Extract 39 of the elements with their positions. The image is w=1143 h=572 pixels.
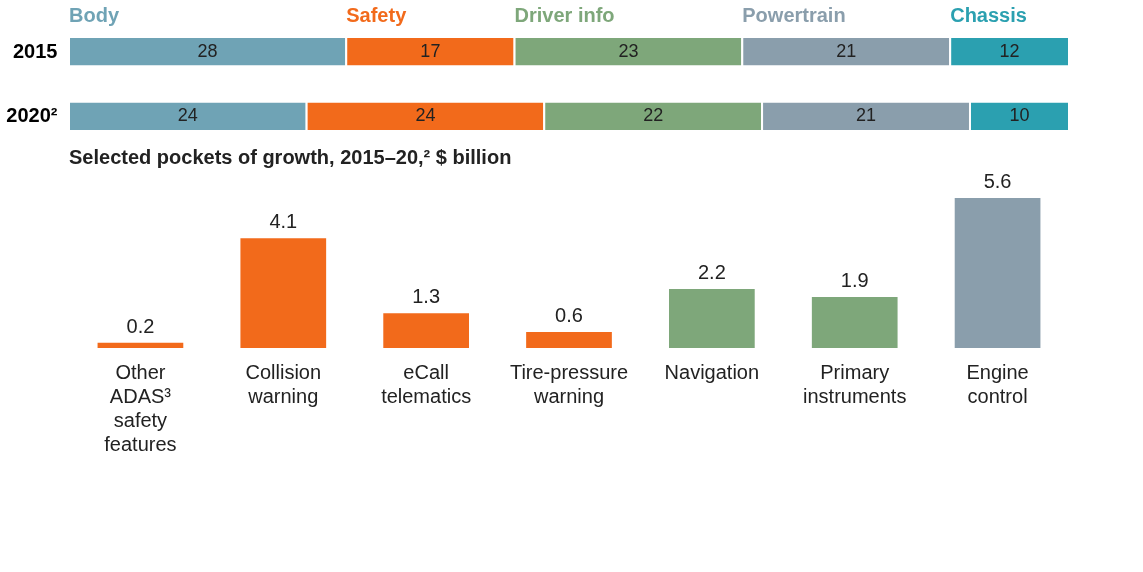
x-tick-label: Tire-pressure warning — [509, 360, 629, 407]
data-label: 0.2 — [126, 314, 155, 337]
data-label: 2.2 — [697, 261, 726, 284]
data-label: 12 — [999, 40, 1020, 61]
bar — [954, 198, 1041, 348]
data-label: 21 — [836, 40, 857, 61]
x-tick-label: Other ADAS³ safety features — [104, 360, 177, 455]
bar — [240, 238, 327, 348]
data-label: 17 — [420, 40, 441, 61]
x-tick-label: Collision warning — [245, 360, 322, 407]
x-tick-label: Navigation — [664, 360, 760, 383]
data-label: 24 — [177, 105, 198, 126]
data-label: 4.1 — [269, 210, 298, 233]
y-tick-label: 2015 — [13, 39, 58, 62]
data-label: 0.6 — [555, 303, 583, 326]
data-label: 1.3 — [412, 285, 441, 308]
x-tick-label: Primary instruments — [803, 360, 907, 407]
series-label: Body — [69, 3, 120, 26]
bar — [669, 289, 755, 348]
chart-title: Selected pockets of growth, 2015–20,² $ billion — [69, 146, 512, 168]
x-tick-label: eCall telematics — [381, 360, 472, 407]
bar — [811, 297, 898, 348]
series-label: Driver info — [514, 3, 615, 26]
data-label: 5.6 — [983, 170, 1012, 192]
data-label: 10 — [1009, 105, 1030, 126]
series-label: Chassis — [950, 3, 1027, 26]
series-label: Powertrain — [742, 3, 846, 26]
x-tick-label: Engine control — [966, 360, 1029, 407]
data-label: 21 — [856, 105, 877, 126]
bar — [97, 342, 184, 348]
series-label: Safety — [346, 3, 408, 26]
data-label: 1.9 — [840, 269, 869, 292]
data-label: 24 — [415, 105, 436, 126]
data-label: 28 — [197, 40, 218, 61]
y-tick-label: 2020² — [6, 104, 58, 127]
data-label: 23 — [618, 40, 639, 61]
bar — [526, 331, 612, 348]
data-label: 22 — [643, 105, 664, 126]
bar — [383, 313, 469, 348]
